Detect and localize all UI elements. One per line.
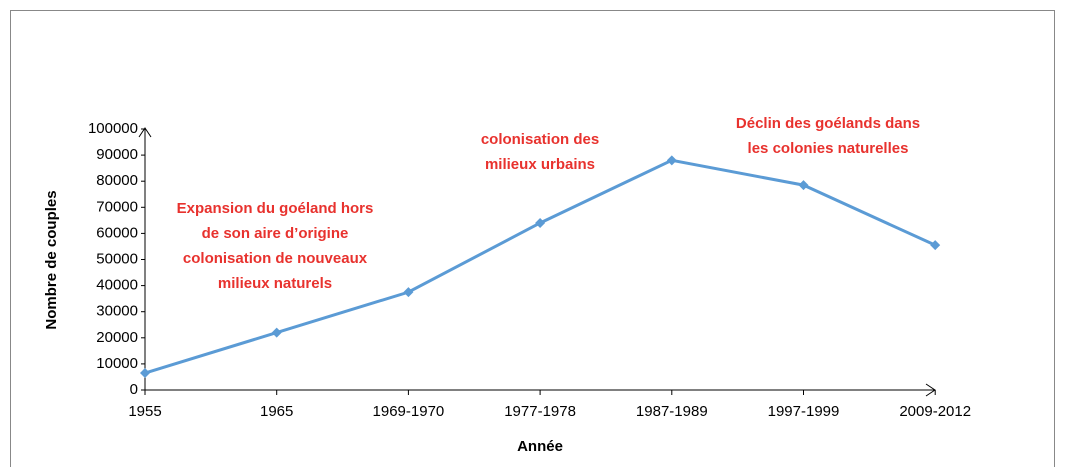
annotation: les colonies naturelles xyxy=(748,140,909,157)
frame xyxy=(10,10,1055,467)
y-axis-arrow xyxy=(138,127,152,138)
annotation: Déclin des goélands dans xyxy=(736,115,920,132)
x-tick-label: 1965 xyxy=(260,403,293,420)
annotation: de son aire d’origine xyxy=(202,225,349,242)
y-tick-label: 80000 xyxy=(96,172,138,189)
x-tick-label: 1997-1999 xyxy=(768,403,840,420)
y-tick-label: 30000 xyxy=(96,303,138,320)
annotation: Expansion du goéland hors xyxy=(177,200,374,217)
y-tick-label: 50000 xyxy=(96,250,138,267)
x-tick-label: 1977-1978 xyxy=(504,403,576,420)
annotation: colonisation des xyxy=(481,131,599,148)
x-axis-label: Année xyxy=(517,438,563,455)
x-tick-label: 1955 xyxy=(128,403,161,420)
y-tick-label: 0 xyxy=(130,381,138,398)
point-marker xyxy=(140,368,150,379)
y-tick-label: 70000 xyxy=(96,198,138,215)
annotation: milieux naturels xyxy=(218,275,332,292)
point-marker xyxy=(535,217,546,228)
x-tick-label: 1969-1970 xyxy=(373,403,445,420)
y-tick-label: 10000 xyxy=(96,355,138,372)
point-marker xyxy=(930,240,941,251)
y-tick-label: 60000 xyxy=(96,224,138,241)
y-tick-label: 90000 xyxy=(96,146,138,163)
y-axis-label: Nombre de couples xyxy=(43,190,60,329)
y-tick-label: 20000 xyxy=(96,329,138,346)
x-tick-label: 1987-1989 xyxy=(636,403,708,420)
annotation: colonisation de nouveaux xyxy=(183,250,368,267)
point-marker xyxy=(403,287,414,298)
y-tick-label: 100000 xyxy=(88,120,138,137)
y-tick-label: 40000 xyxy=(96,277,138,294)
point-marker xyxy=(271,327,282,338)
point-marker xyxy=(798,180,809,191)
x-tick-label: 2009-2012 xyxy=(899,403,971,420)
point-marker xyxy=(666,155,677,166)
annotation: milieux urbains xyxy=(485,156,595,173)
